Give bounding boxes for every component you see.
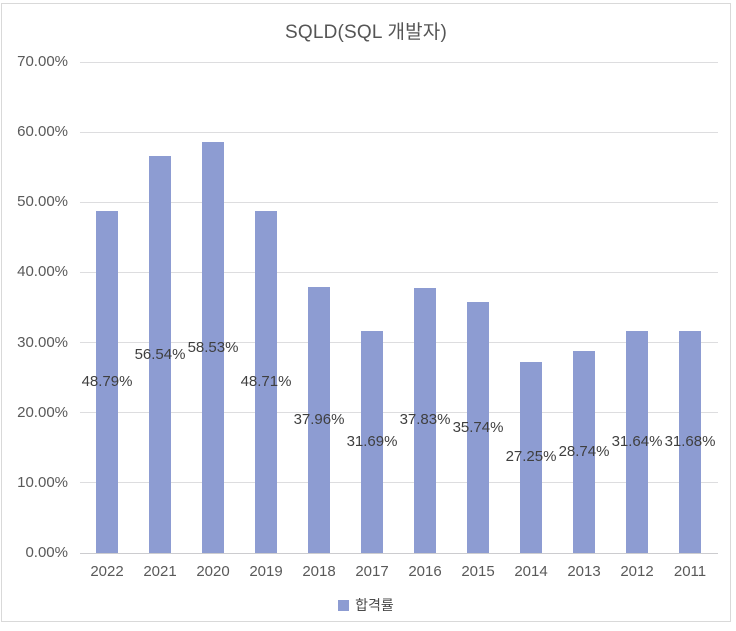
gridline — [80, 342, 718, 344]
bar — [414, 287, 436, 553]
bar — [626, 331, 648, 553]
bar-value-label: 28.74% — [558, 443, 610, 461]
x-axis-tick-label: 2022 — [90, 563, 124, 580]
bar-value-label: 48.79% — [81, 372, 133, 390]
y-axis-tick-label: 30.00% — [17, 333, 68, 351]
x-axis-tick-label: 2014 — [514, 563, 548, 580]
x-axis-tick-label: 2019 — [249, 563, 283, 580]
x-axis-line — [80, 552, 718, 554]
bar — [679, 330, 701, 553]
bar-value-label: 56.54% — [134, 345, 186, 363]
bar-value-label: 27.25% — [505, 448, 557, 466]
gridline — [80, 131, 718, 133]
chart-title: SQLD(SQL 개발자) — [284, 22, 448, 43]
bar-value-label: 48.71% — [240, 373, 292, 391]
bar — [202, 142, 224, 553]
bar-value-label: 37.96% — [293, 410, 345, 428]
y-axis-tick-label: 20.00% — [17, 403, 68, 421]
x-axis-tick-label: 2017 — [355, 563, 389, 580]
bar — [308, 286, 330, 553]
x-axis-tick-label: 2021 — [143, 563, 177, 580]
bar-value-label: 58.53% — [187, 338, 239, 356]
bar-value-label: 31.69% — [346, 432, 398, 450]
gridline — [80, 482, 718, 484]
y-axis-tick-label: 10.00% — [17, 473, 68, 491]
y-axis-tick-label: 70.00% — [17, 53, 68, 70]
bar-value-label: 37.83% — [399, 411, 451, 429]
y-axis-tick-label: 60.00% — [17, 123, 68, 141]
bar-value-label: 31.68% — [664, 432, 716, 450]
x-axis-tick-label: 2016 — [408, 563, 442, 580]
bar — [96, 210, 118, 553]
y-axis-tick-label: 0.00% — [25, 544, 68, 561]
y-axis-tick-label: 50.00% — [17, 193, 68, 211]
legend-label: 합격률 — [355, 597, 394, 613]
x-axis-tick-label: 2013 — [567, 563, 601, 580]
gridline — [80, 412, 718, 414]
bar — [149, 156, 171, 553]
legend: 합격률 — [1, 596, 731, 614]
y-axis-tick-label: 40.00% — [17, 263, 68, 281]
bar — [361, 330, 383, 553]
legend-swatch — [338, 599, 350, 611]
x-axis-tick-label: 2015 — [461, 563, 495, 580]
gridline — [80, 61, 718, 63]
gridline — [80, 271, 718, 273]
bar — [573, 351, 595, 553]
x-axis-tick-label: 2011 — [673, 563, 707, 580]
bar — [520, 361, 542, 553]
x-axis-tick-label: 2020 — [196, 563, 230, 580]
bar — [467, 302, 489, 553]
bar — [255, 211, 277, 553]
gridline — [80, 201, 718, 203]
bar-value-label: 35.74% — [452, 418, 504, 436]
x-axis-tick-label: 2012 — [620, 563, 654, 580]
bar-value-label: 31.64% — [611, 433, 663, 451]
x-axis-tick-label: 2018 — [302, 563, 336, 580]
